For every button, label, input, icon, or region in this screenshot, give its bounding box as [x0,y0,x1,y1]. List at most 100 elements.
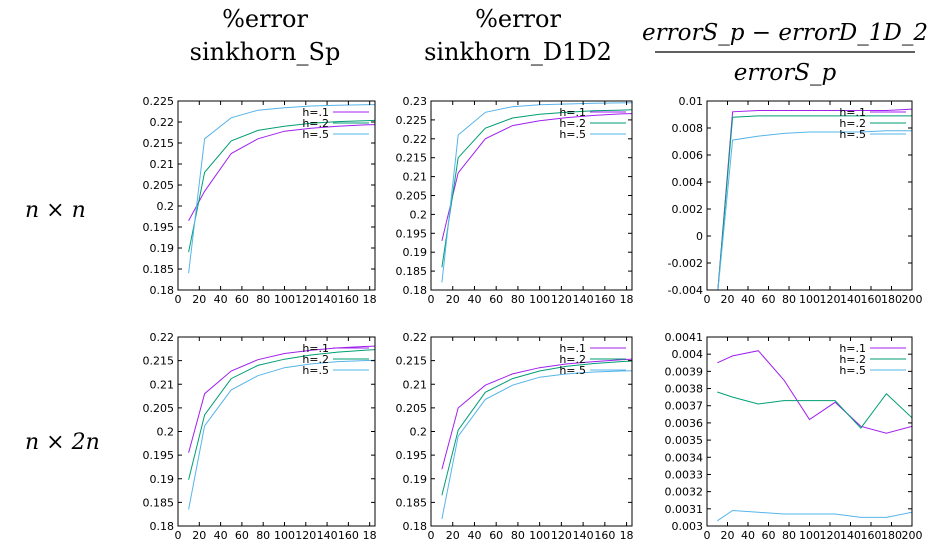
x-tick-label: 200 [902,529,923,542]
chart-2: 0.18 0.185 0.19 0.195 0.2 0.205 0.21 0.215 0.22 0… [396,95,634,306]
plot-frame [177,100,376,291]
y-tick-label: 0.21 [150,158,175,171]
y-tick-label: 0.195 [396,227,428,240]
series-line-h=.5 [441,370,632,519]
y-tick-label: 0.19 [403,246,428,259]
legend-label: h=.2 [839,353,866,366]
y-tick-label: 0.003 [672,520,704,533]
y-tick-label: 0.215 [396,152,428,165]
legend-label: h=.5 [559,364,586,377]
y-tick-label: 0.19 [150,473,175,486]
series-line-h=.5 [188,104,375,274]
legend-label: h=.1 [839,342,866,355]
legend-label: h=.2 [302,353,329,366]
y-tick-label: 0.225 [396,114,428,127]
x-tick-label: 140 [317,529,338,542]
y-tick-label: 0.22 [150,116,175,129]
x-tick-label: 120 [551,293,572,306]
series-group [188,345,375,510]
y-tick-label: 0.2 [157,200,175,213]
chart-1: 0.18 0.185 0.19 0.195 0.2 0.205 0.21 0.215 0.22 0… [143,95,377,306]
series-line-h=.1 [717,108,912,290]
x-tick-label: 40 [214,529,228,542]
y-tick-label: 0.004 [672,176,704,189]
x-tick-label: 20 [721,293,735,306]
y-tick-label: 0.18 [403,284,428,297]
y-tick-label: 0.18 [150,284,175,297]
legend-label: h=.2 [559,353,586,366]
x-tick-label: 160 [338,529,359,542]
y-tick-label: 0.002 [672,203,704,216]
legend-label: h=.5 [559,128,586,141]
y-tick-label: 0.205 [396,402,428,415]
series-line-h=.1 [188,345,375,453]
y-tick-label: 0.215 [396,355,428,368]
series-line-h=.1 [717,350,912,434]
series-line-h=.5 [441,102,632,283]
x-tick-label: 0 [428,293,435,306]
x-tick-label: 0 [175,529,182,542]
x-tick-label: 60 [489,529,503,542]
x-tick-label: 60 [489,293,503,306]
y-tick-label: -0.004 [668,284,703,297]
y-tick-label: 0.0039 [665,365,704,378]
y-tick-label: 0.0036 [665,417,704,430]
x-tick-label: 120 [295,529,316,542]
row-label-2: n × 2n [25,430,100,455]
y-tick-label: 0.215 [143,137,175,150]
y-tick-label: 0.006 [672,149,704,162]
series-line-h=.5 [188,359,375,510]
y-tick-label: 0.0037 [665,400,704,413]
y-tick-label: 0.0032 [665,486,704,499]
legend-label: h=.5 [302,364,329,377]
column-title-3-numerator: errorS_p − errorD_1D_2 [642,20,927,46]
x-tick-label: 20 [192,293,206,306]
y-tick-label: 0.195 [143,221,175,234]
series-line-h=.1 [188,124,375,221]
column-title-1-line2: sinkhorn_Sp [190,38,341,66]
column-title-1-line1: %error [222,5,308,33]
x-tick-label: 160 [861,293,882,306]
y-tick-label: 0.195 [143,449,175,462]
x-tick-label: 80 [256,293,270,306]
x-tick-label: 40 [741,529,755,542]
plot-frame [706,100,913,291]
column-title-2-line2: sinkhorn_D1D2 [424,38,612,66]
chart-panels: 0.18 0.185 0.19 0.195 0.2 0.205 0.21 0.215 0.22 0… [143,95,923,542]
chart-4: 0.18 0.185 0.19 0.195 0.2 0.205 0.21 0.215 0.22 0… [143,331,377,542]
y-tick-label: 0.0034 [665,451,704,464]
plot-frame [177,336,376,527]
y-tick-label: 0.0038 [665,383,704,396]
x-tick-label: 120 [295,293,316,306]
x-tick-label: 160 [594,293,615,306]
x-tick-label: 180 [881,529,902,542]
x-tick-label: 0 [175,293,182,306]
x-tick-label: 0 [704,293,711,306]
x-tick-label: 60 [235,529,249,542]
x-tick-label: 140 [573,293,594,306]
x-tick-label: 200 [902,293,923,306]
x-tick-label: 100 [529,293,550,306]
x-tick-label: 140 [573,529,594,542]
x-tick-label: 20 [192,529,206,542]
series-line-h=.2 [188,349,375,480]
legend-label: h=.5 [302,128,329,141]
legend-label: h=.1 [559,106,586,119]
y-tick-label: 0.185 [396,265,428,278]
x-tick-label: 100 [799,293,820,306]
y-tick-label: 0.205 [143,179,175,192]
x-tick-label: 80 [256,529,270,542]
x-tick-label: 20 [721,529,735,542]
x-tick-label: 140 [840,293,861,306]
y-tick-label: 0.01 [679,95,704,108]
series-line-h=.1 [441,358,632,470]
x-tick-label: 40 [467,529,481,542]
y-tick-label: 0.205 [396,190,428,203]
x-tick-label: 160 [338,293,359,306]
legend-label: h=.1 [839,106,866,119]
x-tick-label: 40 [741,293,755,306]
y-tick-label: 0.18 [403,520,428,533]
x-tick-label: 120 [820,529,841,542]
y-tick-label: -0.002 [668,257,703,270]
